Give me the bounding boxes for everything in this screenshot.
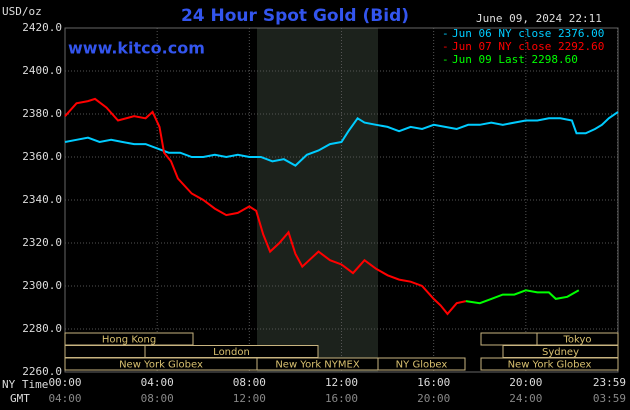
session-label: Tokyo bbox=[563, 335, 592, 346]
price-line bbox=[64, 97, 467, 316]
y-tick-label: 2360.0 bbox=[22, 150, 62, 163]
y-tick-label: 2320.0 bbox=[22, 236, 62, 249]
session-label: Sydney bbox=[542, 347, 579, 358]
x2-tick-label: 03:59 bbox=[593, 392, 626, 405]
x-axis-label: NY Time bbox=[2, 378, 48, 391]
session-box bbox=[64, 345, 146, 358]
legend-entry: Jun 09 Last 2298.60 bbox=[452, 53, 578, 66]
x-tick-label: 23:59 bbox=[593, 376, 626, 389]
x2-tick-label: 20:00 bbox=[417, 392, 450, 405]
legend-dash: - bbox=[442, 40, 449, 53]
legend-entry: Jun 06 NY close 2376.00 bbox=[452, 27, 604, 40]
unit-label: USD/oz bbox=[2, 5, 42, 18]
legend-dash: - bbox=[442, 53, 449, 66]
session-box bbox=[480, 357, 619, 371]
x-tick-label: 08:00 bbox=[233, 376, 266, 389]
x2-tick-label: 24:00 bbox=[509, 392, 542, 405]
x-tick-label: 20:00 bbox=[509, 376, 542, 389]
x-tick-label: 12:00 bbox=[325, 376, 358, 389]
x2-tick-label: 16:00 bbox=[325, 392, 358, 405]
session-box bbox=[64, 332, 194, 346]
y-tick-label: 2260.0 bbox=[22, 365, 62, 378]
x-tick-label: 00:00 bbox=[48, 376, 81, 389]
x2-tick-label: 12:00 bbox=[233, 392, 266, 405]
legend-dash: - bbox=[442, 27, 449, 40]
session-bars: Hong Kong Tokyo London Sydney New York Globe… bbox=[64, 332, 619, 371]
session-box bbox=[480, 332, 538, 346]
y-tick-label: 2300.0 bbox=[22, 279, 62, 292]
session-label: Hong Kong bbox=[102, 335, 156, 346]
y-tick-label: 2280.0 bbox=[22, 322, 62, 335]
x2-tick-label: 04:00 bbox=[48, 392, 81, 405]
x2-axis-label: GMT bbox=[10, 392, 30, 405]
y-tick-label: 2380.0 bbox=[22, 107, 62, 120]
date-label: June 09, 2024 22:11 bbox=[476, 12, 602, 25]
legend-entry: Jun 07 NY close 2292.60 bbox=[452, 40, 604, 53]
x-tick-label: 16:00 bbox=[417, 376, 450, 389]
session-label: New York Globex bbox=[508, 360, 592, 371]
session-label: London bbox=[213, 347, 250, 358]
session-label: New York Globex bbox=[119, 360, 203, 371]
chart-title: 24 Hour Spot Gold (Bid) bbox=[181, 6, 409, 26]
y-tick-label: 2420.0 bbox=[22, 21, 62, 34]
x-tick-label: 04:00 bbox=[141, 376, 174, 389]
x2-tick-label: 08:00 bbox=[141, 392, 174, 405]
site-label: www.kitco.com bbox=[68, 39, 205, 58]
plot-frame bbox=[64, 27, 619, 373]
session-box bbox=[377, 357, 466, 371]
session-label: New York NYMEX bbox=[275, 360, 360, 371]
price-line bbox=[465, 289, 580, 305]
y-tick-label: 2340.0 bbox=[22, 193, 62, 206]
session-label: NY Globex bbox=[396, 360, 448, 371]
y-tick-label: 2400.0 bbox=[22, 64, 62, 77]
